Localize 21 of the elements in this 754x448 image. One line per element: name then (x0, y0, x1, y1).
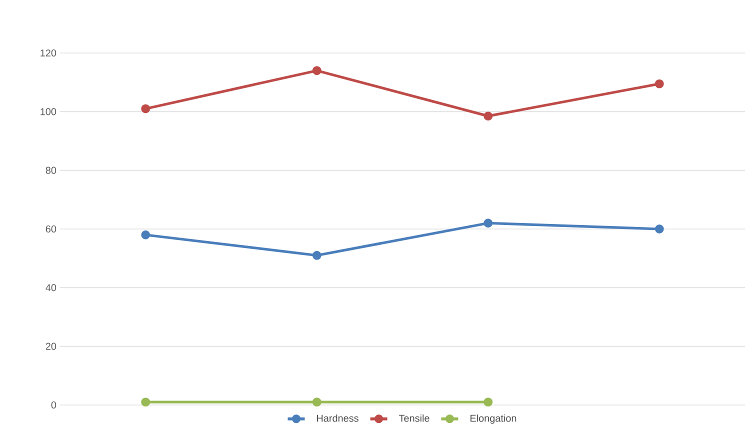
y-tick-label: 0 (51, 401, 56, 409)
point (484, 218, 493, 228)
y-tick-label: 120 (40, 49, 56, 57)
point (484, 112, 493, 121)
y-tick-label: 60 (46, 225, 56, 233)
point (654, 224, 664, 234)
point (141, 104, 150, 114)
y-tick-label: 80 (46, 166, 56, 174)
y-tick-label: 100 (40, 108, 56, 116)
y-tick-label: 40 (46, 284, 56, 292)
point (312, 250, 322, 260)
legend-label: Tensile (398, 414, 430, 422)
point (141, 398, 150, 407)
point (312, 398, 322, 407)
point (141, 230, 150, 240)
point (312, 66, 322, 76)
point (654, 79, 664, 88)
y-tick-label: 20 (46, 342, 56, 350)
legend-label: Elongation (470, 414, 516, 424)
legend-label: Hardness (317, 414, 358, 422)
point (484, 398, 493, 407)
